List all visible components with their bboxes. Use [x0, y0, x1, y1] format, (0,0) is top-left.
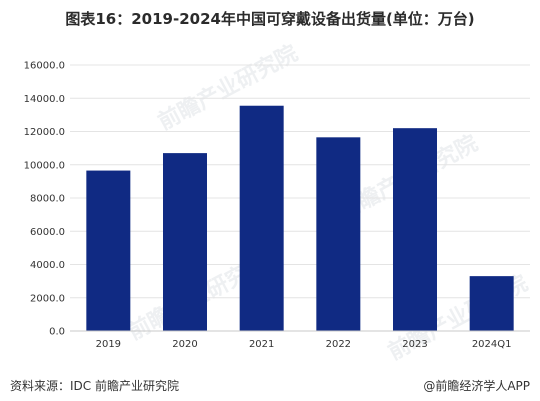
bar-2024Q1: [469, 276, 514, 331]
bar-2021: [239, 105, 284, 331]
x-tick-label: 2020: [172, 339, 197, 350]
x-tick-label: 2024Q1: [472, 339, 512, 350]
y-tick-label: 0.0: [49, 327, 65, 338]
y-tick-label: 14000.0: [24, 94, 65, 105]
x-tick-label: 2023: [402, 339, 427, 350]
gridlines: [70, 64, 530, 299]
y-tick-label: 6000.0: [30, 227, 65, 238]
x-tick-label: 2021: [249, 339, 274, 350]
bar-2019: [86, 170, 131, 331]
chart-title: 图表16：2019-2024年中国可穿戴设备出货量(单位：万台): [65, 10, 475, 28]
x-tick-label: 2019: [96, 339, 121, 350]
bar-2023: [393, 128, 437, 331]
bar-2020: [163, 153, 207, 331]
y-tick-label: 12000.0: [24, 127, 65, 138]
source-note: 资料来源：IDC 前瞻产业研究院: [10, 379, 179, 393]
y-axis-ticks: 0.0 2000.0 4000.0 6000.0 8000.0 10000.0 12000.…: [24, 61, 65, 338]
y-tick-label: 10000.0: [24, 160, 65, 171]
y-tick-label: 16000.0: [24, 61, 65, 72]
bar-2022: [316, 137, 361, 331]
y-tick-label: 4000.0: [30, 260, 65, 271]
bars: [86, 105, 514, 331]
y-tick-label: 2000.0: [30, 293, 65, 304]
x-axis-ticks: 2019 2020 2021 2022 2023 2024Q1: [96, 339, 512, 350]
x-tick-label: 2022: [326, 339, 351, 350]
brand-label: @前瞻经济学人APP: [423, 379, 530, 393]
y-tick-label: 8000.0: [30, 194, 65, 205]
